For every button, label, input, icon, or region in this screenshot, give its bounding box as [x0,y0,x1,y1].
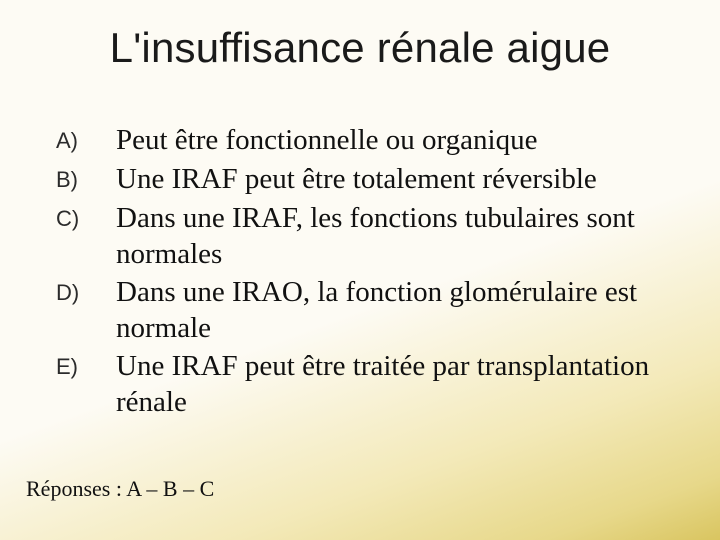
option-label: D) [56,274,116,311]
option-text: Une IRAF peut être totalement réversible [116,161,680,197]
list-item: C) Dans une IRAF, les fonctions tubulair… [56,200,680,272]
option-text: Peut être fonctionnelle ou organique [116,122,680,158]
slide-title: L'insuffisance rénale aigue [0,24,720,72]
option-label: C) [56,200,116,237]
list-item: D) Dans une IRAO, la fonction glomérulai… [56,274,680,346]
list-item: B) Une IRAF peut être totalement réversi… [56,161,680,198]
slide: L'insuffisance rénale aigue A) Peut être… [0,0,720,540]
answers-line: Réponses : A – B – C [26,476,214,502]
option-label: B) [56,161,116,198]
option-label: A) [56,122,116,159]
option-list: A) Peut être fonctionnelle ou organique … [56,122,680,422]
option-label: E) [56,348,116,385]
option-text: Dans une IRAF, les fonctions tubulaires … [116,200,680,272]
option-text: Dans une IRAO, la fonction glomérulaire … [116,274,680,346]
list-item: E) Une IRAF peut être traitée par transp… [56,348,680,420]
option-text: Une IRAF peut être traitée par transplan… [116,348,680,420]
list-item: A) Peut être fonctionnelle ou organique [56,122,680,159]
